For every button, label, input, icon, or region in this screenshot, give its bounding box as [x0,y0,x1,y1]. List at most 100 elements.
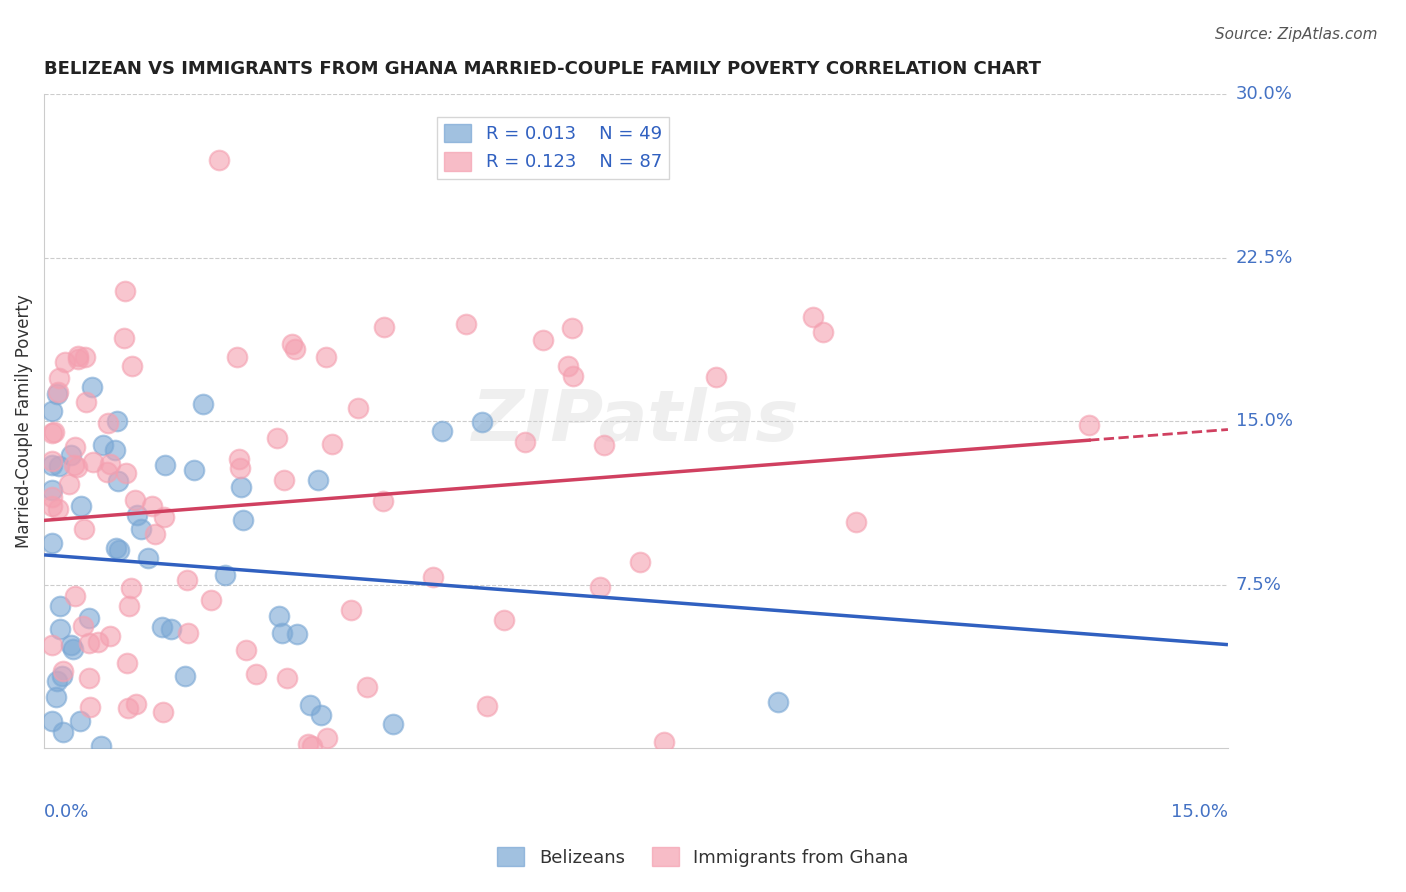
Text: 15.0%: 15.0% [1236,412,1294,430]
Point [79,671,101,685]
Point [285,626,308,640]
Point [118,599,141,614]
Point [76,394,98,409]
Point [121,359,143,373]
Point [77,636,100,650]
Point [704,370,727,384]
Point [49,622,72,636]
Legend: R = 0.013    N = 49, R = 0.123    N = 87: R = 0.013 N = 49, R = 0.123 N = 87 [437,117,669,178]
Point [120,581,142,595]
Point [245,667,267,681]
Point [430,424,453,438]
Legend: Belizeans, Immigrants from Ghana: Belizeans, Immigrants from Ghana [491,840,915,874]
Point [231,480,253,494]
Point [561,321,583,335]
Point [63,440,86,454]
Point [276,671,298,685]
Point [811,326,834,340]
Point [117,700,139,714]
Point [41,714,63,728]
Point [150,620,173,634]
Point [65,459,87,474]
Point [136,550,159,565]
Point [63,589,86,603]
Text: 15.0%: 15.0% [1171,803,1227,821]
Point [52,664,75,678]
Point [41,483,63,497]
Text: 0.0%: 0.0% [44,803,90,821]
Point [79,700,101,714]
Point [145,526,167,541]
Point [41,404,63,418]
Point [475,698,498,713]
Point [41,500,63,514]
Point [347,401,370,416]
Point [82,454,104,468]
Point [107,475,129,489]
Point [97,416,120,430]
Point [152,705,174,719]
Point [58,477,80,491]
Point [628,555,651,569]
Point [114,466,136,480]
Point [41,426,63,441]
Point [225,350,247,364]
Point [315,350,337,364]
Point [228,452,250,467]
Point [267,609,290,624]
Point [356,680,378,694]
Point [266,431,288,445]
Point [307,474,329,488]
Point [557,359,579,373]
Point [115,656,138,670]
Text: Source: ZipAtlas.com: Source: ZipAtlas.com [1215,27,1378,42]
Point [46,673,69,688]
Point [46,386,69,401]
Point [63,458,86,472]
Point [207,153,229,167]
Point [72,619,94,633]
Point [562,369,585,384]
Point [86,635,108,649]
Point [60,448,83,462]
Point [48,371,70,385]
Point [48,459,70,474]
Point [382,716,405,731]
Point [371,493,394,508]
Point [273,473,295,487]
Point [41,453,63,467]
Point [214,568,236,582]
Point [62,641,84,656]
Point [60,639,83,653]
Point [125,697,148,711]
Point [531,333,554,347]
Point [270,626,292,640]
Point [77,610,100,624]
Point [309,707,332,722]
Point [191,397,214,411]
Point [297,737,319,751]
Point [91,438,114,452]
Point [105,541,128,555]
Point [53,354,76,368]
Point [105,414,128,428]
Point [284,343,307,357]
Point [104,442,127,457]
Point [129,522,152,536]
Point [112,331,135,345]
Point [73,522,96,536]
Point [96,465,118,479]
Point [98,629,121,643]
Point [373,319,395,334]
Point [301,739,323,753]
Text: 22.5%: 22.5% [1236,249,1294,267]
Point [766,695,789,709]
Point [52,724,75,739]
Point [200,593,222,607]
Text: ZIPatlas: ZIPatlas [472,387,800,456]
Y-axis label: Married-Couple Family Poverty: Married-Couple Family Poverty [15,294,32,549]
Point [73,350,96,364]
Point [340,603,363,617]
Point [153,510,176,524]
Point [316,731,339,745]
